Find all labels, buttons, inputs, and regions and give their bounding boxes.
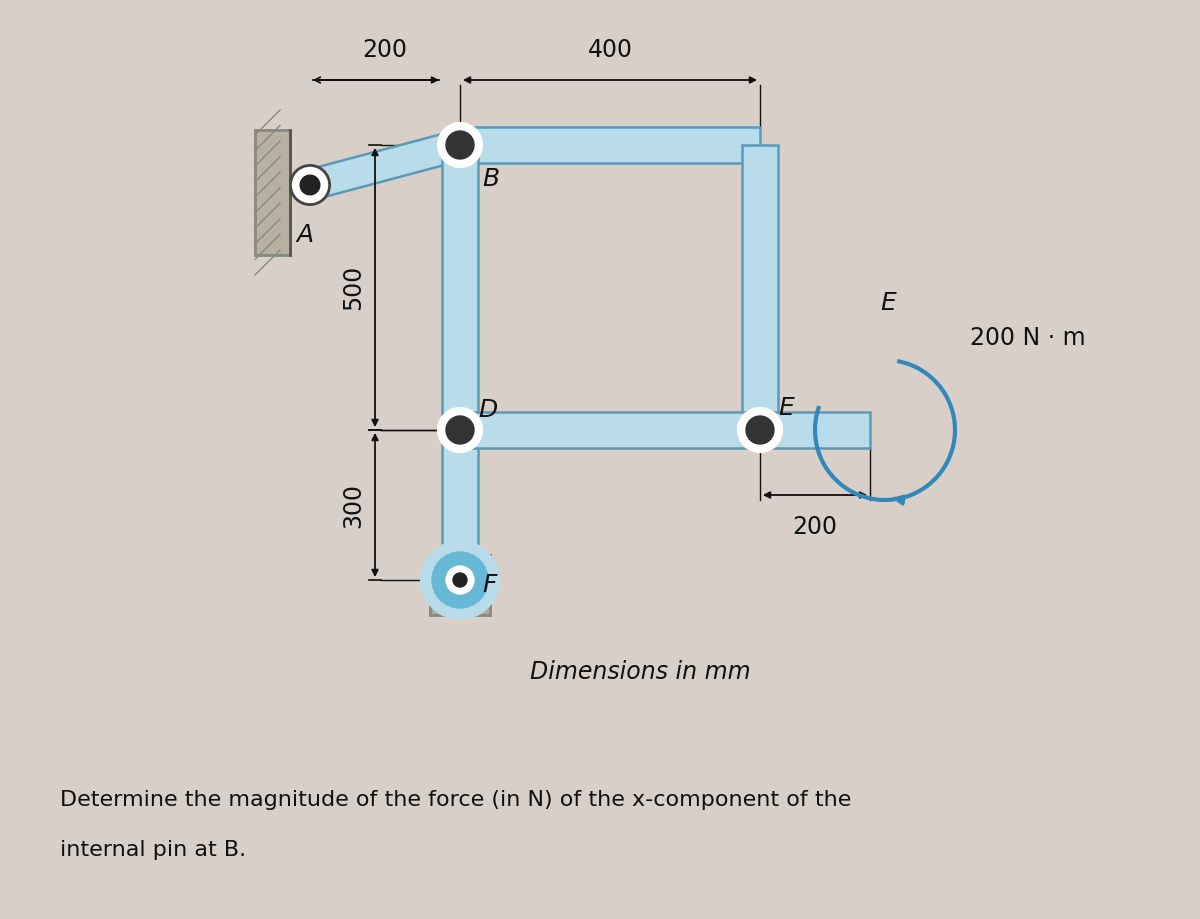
Text: E: E	[880, 291, 895, 315]
Text: F: F	[482, 573, 497, 597]
Circle shape	[454, 573, 467, 587]
Text: internal pin at B.: internal pin at B.	[60, 840, 246, 860]
Circle shape	[438, 408, 482, 452]
Circle shape	[446, 416, 474, 444]
Text: 200 N · m: 200 N · m	[970, 326, 1086, 350]
Text: 400: 400	[588, 38, 632, 62]
Circle shape	[446, 566, 474, 594]
Text: Determine the magnitude of the force (in N) of the x-component of the: Determine the magnitude of the force (in…	[60, 790, 851, 810]
Text: E: E	[778, 396, 793, 420]
Polygon shape	[256, 130, 290, 255]
Text: B: B	[482, 167, 499, 191]
Text: 200: 200	[792, 515, 838, 539]
Circle shape	[446, 131, 474, 159]
Text: D: D	[478, 398, 497, 422]
Circle shape	[746, 416, 774, 444]
Circle shape	[738, 408, 782, 452]
Circle shape	[438, 122, 482, 167]
Text: 300: 300	[341, 482, 365, 528]
Polygon shape	[460, 127, 760, 163]
Text: 200: 200	[362, 38, 408, 62]
Polygon shape	[742, 145, 778, 430]
Polygon shape	[442, 145, 478, 580]
Text: Dimensions in mm: Dimensions in mm	[529, 660, 750, 684]
Polygon shape	[306, 130, 464, 199]
Circle shape	[290, 165, 330, 205]
Polygon shape	[460, 412, 870, 448]
Text: 500: 500	[341, 265, 365, 310]
Circle shape	[300, 176, 319, 195]
Polygon shape	[430, 555, 490, 615]
Text: A: A	[296, 223, 313, 247]
Circle shape	[421, 540, 499, 619]
Circle shape	[432, 552, 488, 608]
